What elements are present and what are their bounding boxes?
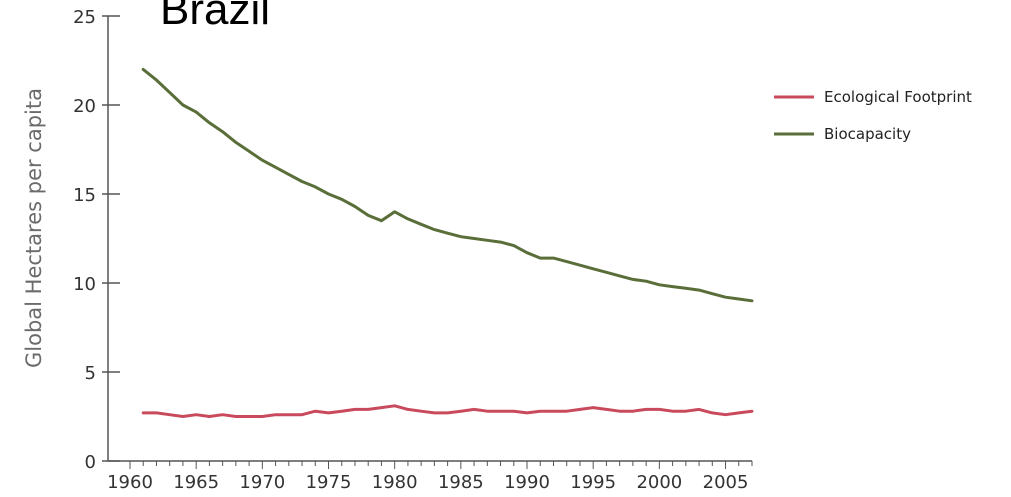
y-ticks: 0 5 10 15 20 25 — [73, 7, 120, 473]
series-line-biocapacity — [141, 67, 754, 303]
x-tick-label: 2000 — [636, 472, 682, 493]
x-tick-label: 2005 — [703, 472, 749, 493]
chart-title: Brazil — [160, 0, 270, 34]
x-tick-label: 1960 — [107, 472, 153, 493]
y-tick-label: 15 — [73, 185, 96, 206]
legend-label: Ecological Footprint — [824, 88, 972, 106]
y-tick-label: 0 — [85, 452, 96, 473]
y-axis-label: Global Hectares per capita — [22, 88, 46, 368]
series-lines — [141, 67, 754, 418]
x-tick-label: 1980 — [372, 472, 418, 493]
x-tick-label: 1995 — [570, 472, 616, 493]
legend-label: Biocapacity — [824, 125, 911, 143]
series-line-ecological-footprint — [141, 404, 754, 418]
x-tick-label: 1990 — [504, 472, 550, 493]
x-tick-label: 1985 — [438, 472, 484, 493]
legend: Ecological Footprint Biocapacity — [774, 88, 972, 143]
y-tick-label: 10 — [73, 274, 96, 295]
y-tick-label: 5 — [85, 363, 96, 384]
x-ticks: 1960 1965 1970 1975 1980 1985 1990 1995 2000 2005 — [107, 461, 753, 493]
x-tick-label: 1975 — [306, 472, 352, 493]
x-tick-label: 1970 — [239, 472, 285, 493]
x-tick-label: 1965 — [173, 472, 219, 493]
y-tick-label: 20 — [73, 96, 96, 117]
y-tick-label: 25 — [73, 7, 96, 28]
